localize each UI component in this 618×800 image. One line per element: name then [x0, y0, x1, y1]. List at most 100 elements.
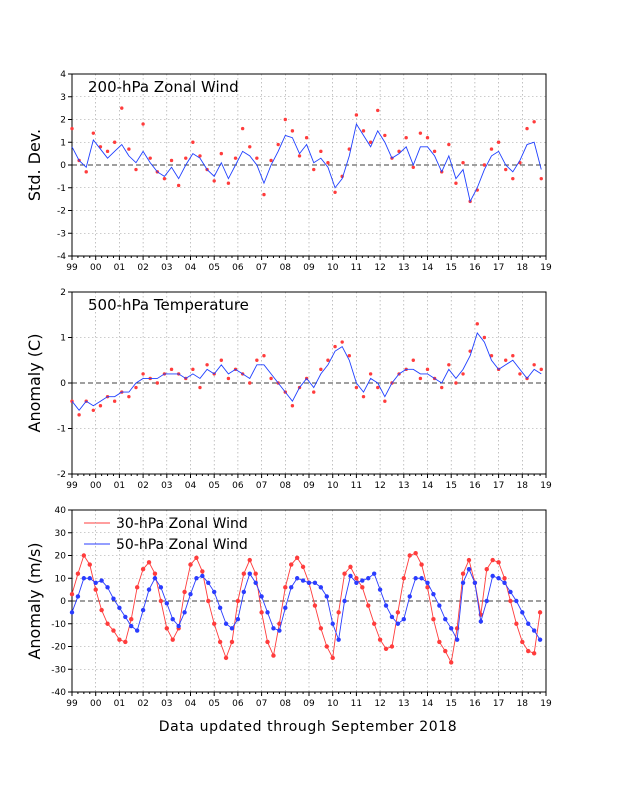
x-tick-label: 12: [374, 263, 385, 273]
x-tick-label: 04: [185, 699, 197, 709]
data-point-50hpa: [395, 621, 401, 626]
data-point: [482, 163, 487, 167]
x-tick-label: 03: [161, 263, 172, 273]
data-point-50hpa: [460, 580, 466, 585]
data-point-30hpa: [247, 557, 252, 563]
data-point-30hpa: [389, 644, 395, 649]
x-tick-label: 05: [208, 263, 219, 273]
panel-title: 500-hPa Temperature: [88, 296, 249, 314]
data-point-30hpa: [520, 639, 525, 645]
data-point-30hpa: [395, 610, 401, 615]
data-point: [184, 156, 188, 160]
data-point-50hpa: [176, 623, 181, 629]
x-tick-label: 10: [327, 263, 339, 273]
data-point-30hpa: [140, 566, 146, 572]
data-point-30hpa: [413, 551, 418, 556]
data-point-30hpa: [235, 598, 241, 604]
x-tick-label: 17: [493, 263, 504, 273]
x-tick-label: 14: [422, 263, 434, 273]
data-point-50hpa: [259, 594, 264, 599]
y-tick-label: 2: [60, 116, 66, 126]
x-tick-label: 11: [351, 699, 362, 709]
data-point-30hpa: [401, 576, 406, 581]
data-point-50hpa: [164, 601, 169, 606]
data-point: [511, 176, 515, 181]
data-point: [297, 154, 302, 158]
data-point-50hpa: [129, 623, 134, 629]
data-point-50hpa: [87, 576, 92, 581]
x-tick-label: 03: [161, 481, 172, 491]
data-point-50hpa: [140, 607, 146, 613]
data-point-30hpa: [75, 571, 81, 576]
data-point-50hpa: [324, 594, 329, 599]
x-tick-label: 16: [469, 699, 481, 709]
data-point: [376, 108, 380, 113]
data-point-50hpa: [206, 580, 211, 585]
data-point: [148, 156, 152, 160]
x-tick-label: 04: [185, 481, 197, 491]
data-point-50hpa: [312, 580, 318, 585]
data-point-30hpa: [360, 585, 365, 590]
data-point: [461, 161, 465, 165]
data-point-50hpa: [360, 578, 365, 583]
data-point-50hpa: [194, 576, 199, 581]
data-point: [290, 129, 295, 133]
x-tick-label: 01: [114, 263, 125, 273]
data-point: [98, 404, 103, 408]
data-point: [191, 140, 195, 144]
data-point-50hpa: [490, 573, 495, 579]
data-point-50hpa: [253, 580, 258, 585]
data-point-30hpa: [229, 639, 235, 645]
data-point-50hpa: [170, 617, 175, 622]
data-point: [354, 113, 359, 117]
data-point: [112, 399, 117, 403]
data-point-50hpa: [182, 610, 187, 615]
legend: 30-hPa Zonal Wind 50-hPa Zonal Wind: [84, 516, 248, 553]
data-point-30hpa: [129, 617, 134, 622]
y-axis-label: Std. Dev.: [25, 129, 44, 201]
data-point-50hpa: [508, 589, 513, 595]
data-point-50hpa: [496, 576, 501, 581]
data-point-50hpa: [229, 626, 235, 631]
data-point: [411, 165, 415, 169]
data-point: [162, 176, 167, 181]
x-tick-label: 04: [185, 263, 197, 273]
data-point-50hpa: [306, 580, 312, 585]
data-point-30hpa: [283, 585, 288, 590]
data-point-50hpa: [383, 603, 389, 608]
data-point: [226, 181, 231, 185]
data-point-50hpa: [366, 576, 371, 581]
x-tick-label: 99: [66, 481, 78, 491]
data-point-50hpa: [81, 576, 87, 581]
x-tick-label: 00: [90, 263, 102, 273]
x-tick-label: 10: [327, 481, 339, 491]
data-point-50hpa: [241, 589, 247, 595]
data-point-30hpa: [449, 660, 454, 665]
x-tick-label: 08: [280, 481, 292, 491]
data-point: [361, 129, 366, 133]
data-point-30hpa: [324, 644, 329, 649]
data-point: [70, 126, 74, 131]
x-tick-label: 13: [398, 263, 409, 273]
data-point: [240, 126, 245, 131]
data-point-50hpa: [454, 637, 460, 642]
data-point: [276, 142, 280, 147]
data-point-30hpa: [206, 598, 211, 604]
series-line: [71, 331, 542, 412]
data-point-30hpa: [93, 587, 98, 592]
data-point-50hpa: [247, 571, 252, 576]
data-point-50hpa: [502, 580, 507, 585]
x-tick-label: 18: [517, 263, 529, 273]
data-point: [255, 156, 259, 160]
data-point: [447, 142, 451, 147]
data-point: [532, 120, 536, 124]
x-tick-label: 06: [232, 699, 244, 709]
y-tick-label: -2: [57, 470, 66, 480]
x-tick-label: 06: [232, 481, 244, 491]
data-point: [169, 158, 174, 163]
data-point-50hpa: [466, 566, 472, 572]
data-point-30hpa: [318, 626, 324, 631]
data-point-30hpa: [164, 626, 169, 631]
legend-label-50hpa: 50-hPa Zonal Wind: [116, 537, 248, 553]
series-line: [71, 122, 542, 203]
